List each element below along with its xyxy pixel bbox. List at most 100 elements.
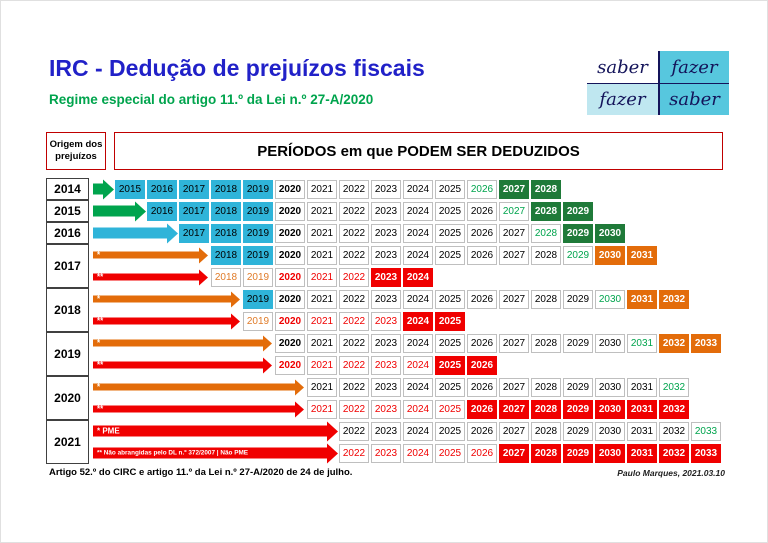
year-cell: 2020 [275,289,305,309]
arrow-label: ** [97,360,104,369]
year-cell: 2020 [275,311,305,331]
year-cell: 2029 [563,289,593,309]
year-cell: 2028 [531,399,561,419]
year-cell: 2022 [339,421,369,441]
year-cell: 2019 [243,245,273,265]
year-cell: 2021 [307,245,337,265]
deduction-arrow-red: ** Não abrangidas pelo DL n.º 372/2007 |… [93,447,327,459]
year-cell: 2031 [627,421,657,441]
year-cell: 2023 [371,223,401,243]
year-cell: 2020 [275,333,305,353]
year-cell: 2023 [371,399,401,419]
year-cell: 2018 [211,245,241,265]
origin-year: 2017 [46,244,89,288]
year-cell: 2025 [435,421,465,441]
logo-row-top: saber fazer [587,51,729,83]
year-cell: 2026 [467,245,497,265]
arrow-label: ** [97,272,104,281]
year-cell: 2030 [595,245,625,265]
year-cell: 2021 [307,399,337,419]
year-cell: 2024 [403,179,433,199]
year-cell: 2032 [659,421,689,441]
year-cell: 2024 [403,223,433,243]
year-cell: 2023 [371,311,401,331]
year-cell: 2032 [659,443,689,463]
deduction-arrow-red: * PME [93,425,327,437]
year-cell: 2027 [499,223,529,243]
origin-year: 2021 [46,420,89,464]
year-cell: 2026 [467,289,497,309]
year-cell: 2021 [307,333,337,353]
row-band-2017: 2017 * 2018 2019 2020 2021 2022 2023 2024 2025 202… [1,244,767,288]
year-cell: 2031 [627,377,657,397]
year-cell: 2033 [691,443,721,463]
year-cell: 2017 [179,201,209,221]
subrow: 2015 2016 2017 2018 2019 2020 2021 2022 2023 2024… [1,178,767,200]
year-cell: 2028 [531,377,561,397]
year-cell: 2027 [499,443,529,463]
year-cell: 2032 [659,377,689,397]
year-cell: 2032 [659,333,689,353]
year-cell: 2019 [243,289,273,309]
logo-word-saber-1: saber [587,51,658,83]
year-cell: 2022 [339,179,369,199]
year-cell: 2027 [499,377,529,397]
row-band-2018: 2018 * 2019 2020 2021 2022 2023 2024 2025 2026 202… [1,288,767,332]
year-cell: 2025 [435,223,465,243]
year-cell: 2029 [563,223,593,243]
year-cell: 2021 [307,289,337,309]
year-cell: 2027 [499,201,529,221]
year-cell: 2024 [403,399,433,419]
year-cell: 2021 [307,223,337,243]
year-cell: 2030 [595,333,625,353]
year-cell: 2030 [595,377,625,397]
deduction-arrow-orange: * [93,339,263,347]
row-band-2020: 2020 * 2021 2022 2023 2024 2025 2026 2027 2028 202… [1,376,767,420]
year-cell: 2025 [435,443,465,463]
logo-word-saber-2: saber [658,84,729,115]
deduction-arrow-green [93,183,103,195]
year-cell: 2027 [499,399,529,419]
origin-year: 2014 [46,178,89,200]
year-cell: 2030 [595,443,625,463]
origin-year: 2015 [46,200,89,222]
year-cell: 2028 [531,333,561,353]
year-cell: 2021 [307,179,337,199]
year-cell: 2023 [371,267,401,287]
year-cell: 2028 [531,421,561,441]
year-cell: 2020 [275,267,305,287]
deduction-arrow-red: ** [93,317,231,325]
year-cell: 2028 [531,223,561,243]
year-cell: 2028 [531,289,561,309]
year-cell: 2024 [403,355,433,375]
deduction-table: 2014 2015 2016 2017 2018 2019 2020 2021 2022 2023… [1,178,767,468]
origin-header-box: Origem dos prejuízos [46,132,106,170]
year-cell: 2019 [243,179,273,199]
year-cell: 2025 [435,311,465,331]
subrow: ** 2019 2020 2021 2022 2023 2024 2025 [1,310,767,332]
deduction-arrow-orange: * [93,251,199,259]
subrow: ** 2021 2022 2023 2024 2025 2026 2027 2028 2029 20… [1,398,767,420]
year-cell: 2020 [275,355,305,375]
year-cell: 2025 [435,289,465,309]
year-cell: 2030 [595,223,625,243]
year-cell: 2026 [467,399,497,419]
row-band-2016: 2016 2017 2018 2019 2020 2021 2022 2023 2024 2025… [1,222,767,244]
deduction-arrow-orange: * [93,295,231,303]
year-cell: 2023 [371,443,401,463]
year-cell: 2015 [115,179,145,199]
year-cell: 2030 [595,421,625,441]
year-cell: 2027 [499,333,529,353]
year-cell: 2020 [275,223,305,243]
deduction-arrow-red: ** [93,272,199,281]
year-cell: 2029 [563,399,593,419]
year-cell: 2032 [659,399,689,419]
year-cell: 2026 [467,443,497,463]
year-cell: 2023 [371,179,401,199]
year-cell: 2019 [243,223,273,243]
origin-year: 2020 [46,376,89,420]
year-cell: 2023 [371,289,401,309]
subrow: ** Não abrangidas pelo DL n.º 372/2007 |… [1,442,767,464]
year-cell: 2023 [371,245,401,265]
year-cell: 2025 [435,179,465,199]
